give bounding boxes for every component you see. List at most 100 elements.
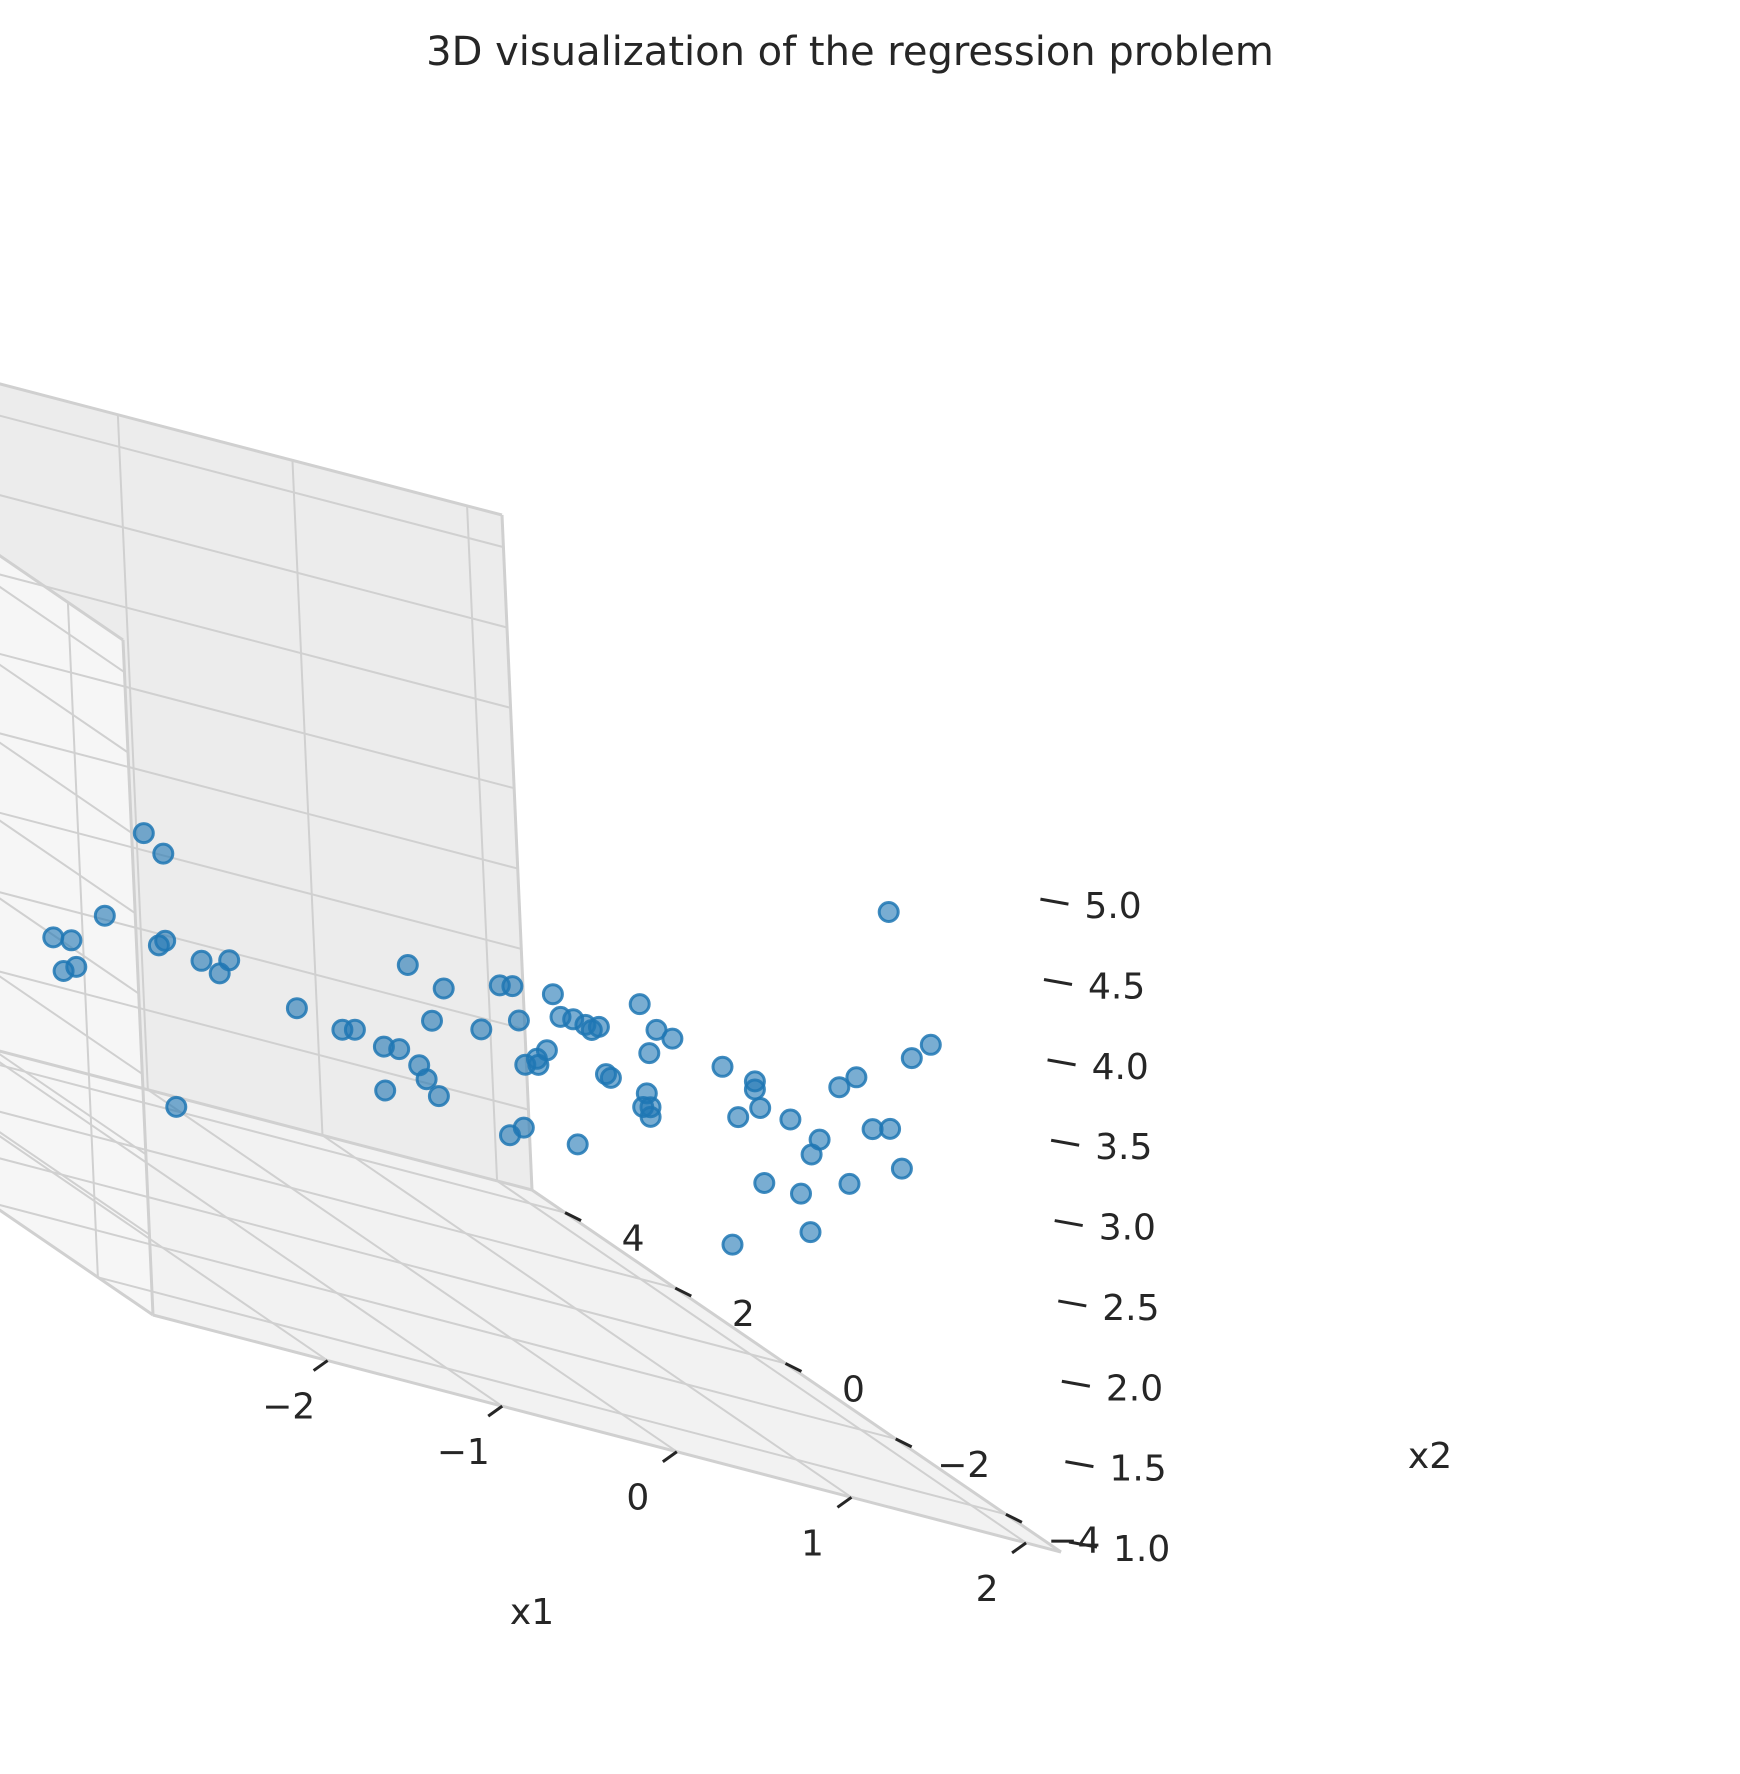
z-tick-mark xyxy=(1054,1219,1083,1228)
data-point xyxy=(218,949,241,972)
floor-pane xyxy=(0,1051,1061,1552)
x1-axis-label: x1 xyxy=(510,1592,554,1633)
data-point xyxy=(574,1013,597,1036)
x2-axis: −4 −2 0 2 4 xyxy=(564,1211,1100,1561)
data-point xyxy=(285,997,308,1020)
data-point xyxy=(877,901,900,923)
x1-tick-mark xyxy=(487,1404,504,1418)
axis-panes xyxy=(0,383,1061,1552)
data-point xyxy=(900,1047,923,1070)
gridline-x-floor xyxy=(321,1134,853,1499)
x1-tick-mark xyxy=(312,1359,329,1372)
z-tick-label: 4.0 xyxy=(1092,1047,1149,1088)
data-point xyxy=(165,1095,188,1118)
gridline-y-floor xyxy=(97,1276,1007,1516)
gridline-z-back xyxy=(0,891,526,1031)
gridline-x-floor xyxy=(0,1135,329,1362)
data-point xyxy=(470,1018,493,1041)
gridline-z-back xyxy=(0,652,515,790)
data-point xyxy=(828,1076,851,1099)
z-tick-mark xyxy=(1068,1540,1098,1549)
gridlines xyxy=(0,382,1062,1554)
pane-edge xyxy=(0,382,503,517)
z-axis: 1.0 1.5 2.0 2.5 3.0 3.5 4.0 4.5 5.0 xyxy=(1040,886,1170,1570)
x1-tick-mark xyxy=(1011,1541,1027,1555)
pane-edge xyxy=(531,1188,1062,1554)
data-point xyxy=(919,1033,942,1056)
gridline-z-side xyxy=(0,1209,154,1316)
x2-tick-mark xyxy=(895,1437,913,1449)
gridline-z-side xyxy=(0,1053,147,1156)
data-point xyxy=(427,1085,450,1108)
data-point xyxy=(535,1039,558,1062)
gridline-y-floor xyxy=(0,1157,786,1365)
data-point xyxy=(635,1082,658,1105)
data-point xyxy=(595,1063,617,1086)
z-tick-mark xyxy=(1047,1058,1076,1067)
x1-tick-mark xyxy=(661,1450,678,1463)
z-tick-label: 5.0 xyxy=(1084,886,1141,927)
x1-tick-label: 0 xyxy=(626,1478,649,1519)
data-point xyxy=(190,949,213,972)
x1-tick-label: 2 xyxy=(976,1569,999,1610)
gridline-z-back xyxy=(0,1050,533,1191)
data-point xyxy=(879,1117,902,1140)
data-point xyxy=(799,1221,822,1244)
z-tick-mark xyxy=(1043,978,1073,986)
gridline-y-floor xyxy=(0,1204,896,1440)
data-point xyxy=(514,1053,537,1076)
data-point xyxy=(638,1042,661,1065)
gridline-z-back xyxy=(0,573,511,709)
data-point xyxy=(838,1172,861,1195)
gridline-z-side xyxy=(0,975,143,1075)
data-point xyxy=(743,1070,766,1093)
data-point xyxy=(566,1133,589,1156)
gridline-y-floor xyxy=(0,1064,566,1214)
data-point xyxy=(372,1035,395,1058)
gridline-z-back xyxy=(0,970,529,1111)
data-point xyxy=(749,1097,772,1119)
x2-tick-label: 2 xyxy=(732,1294,755,1335)
z-tick-mark xyxy=(1040,897,1069,906)
z-tick-label: 1.0 xyxy=(1113,1529,1170,1570)
data-point xyxy=(60,929,83,952)
data-point xyxy=(501,975,524,998)
gridline-z-side xyxy=(0,819,136,915)
x1-tick-label: 1 xyxy=(801,1523,824,1564)
x1-axis: −2 −1 0 1 2 xyxy=(262,1359,1027,1610)
gridline-z-back xyxy=(0,494,508,629)
data-point xyxy=(800,1143,823,1166)
data-points xyxy=(42,822,942,1256)
data-point xyxy=(374,1079,397,1102)
x1-tick-label: −2 xyxy=(262,1387,315,1428)
data-point xyxy=(93,904,116,927)
z-tick-mark xyxy=(1065,1460,1094,1469)
data-point xyxy=(628,993,651,1016)
gridline-z-back xyxy=(0,732,518,870)
gridline-x-floor xyxy=(147,1088,678,1453)
z-tick-label: 3.0 xyxy=(1099,1208,1156,1249)
data-point xyxy=(65,955,88,978)
data-point xyxy=(132,822,155,845)
data-point xyxy=(661,1027,684,1050)
data-point xyxy=(890,1157,913,1180)
chart-title: 3D visualization of the regression probl… xyxy=(426,29,1274,75)
data-point xyxy=(753,1172,776,1194)
gridline-z-side xyxy=(0,585,125,673)
x1-tick-label: −1 xyxy=(437,1432,490,1473)
pane-edge xyxy=(0,554,124,642)
data-point xyxy=(779,1108,802,1131)
x2-tick-label: 4 xyxy=(622,1219,645,1260)
data-point xyxy=(408,1054,431,1077)
x2-tick-mark xyxy=(1005,1512,1023,1524)
data-point xyxy=(790,1182,812,1205)
data-point xyxy=(541,983,564,1006)
gridline-z-side xyxy=(0,1131,150,1236)
data-point xyxy=(432,977,455,1000)
gridline-y-floor xyxy=(0,1110,676,1290)
x2-tick-mark xyxy=(564,1211,582,1222)
gridline-z-side xyxy=(0,663,129,754)
z-tick-label: 3.5 xyxy=(1095,1127,1152,1168)
x2-tick-mark xyxy=(784,1362,803,1373)
